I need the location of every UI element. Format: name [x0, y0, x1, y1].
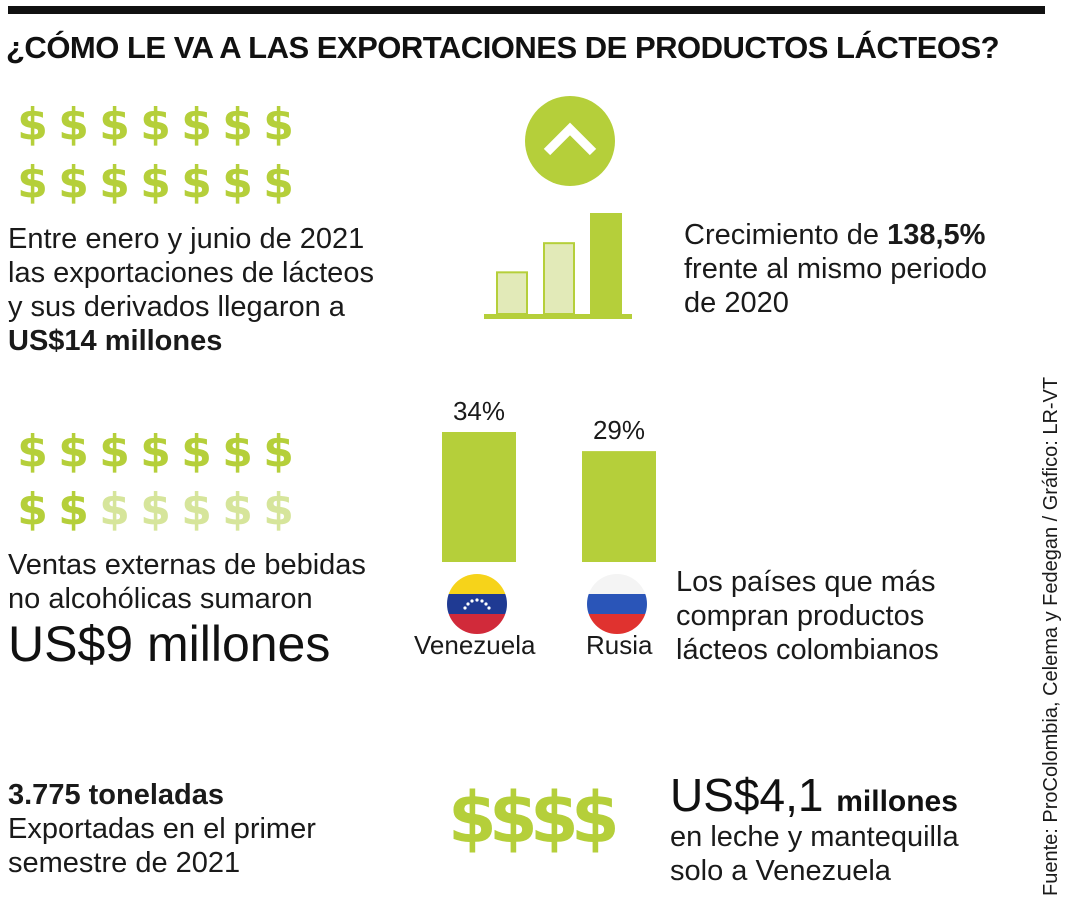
beverages-dollar-icon: $ — [17, 484, 48, 535]
bar-russia — [582, 451, 656, 562]
total-dollar-icon: $ — [17, 157, 48, 208]
beverages-value: US$9 millones — [8, 616, 331, 672]
total-dollar-icon: $ — [181, 157, 212, 208]
beverages-dollar-icon: $ — [222, 426, 253, 477]
total-exports-line-2: las exportaciones de lácteos — [8, 257, 374, 289]
venezuela-sales-line-1: en leche y mantequilla — [670, 821, 959, 853]
venezuela-sales-text: en leche y mantequilla solo a Venezuela — [670, 820, 1030, 888]
total-exports-line-1: Entre enero y junio de 2021 — [8, 223, 365, 255]
top-rule — [8, 6, 1045, 14]
page-title: ¿CÓMO LE VA A LAS EXPORTACIONES DE PRODU… — [6, 30, 1000, 65]
countries-line-3: lácteos colombianos — [676, 634, 939, 666]
tonnage-line-2: semestre de 2021 — [8, 847, 241, 879]
country-label-russia: Rusia — [586, 630, 653, 660]
value-label: 29% — [593, 415, 645, 445]
total-dollar-icon: $ — [99, 99, 130, 150]
growth-bar — [590, 213, 622, 315]
beverages-dollar-icon: $ — [222, 484, 253, 535]
growth-bar — [543, 242, 575, 316]
beverages-dollar-icon: $ — [99, 426, 130, 477]
beverages-line-1: Ventas externas de bebidas — [8, 549, 366, 581]
countries-text: Los países que más compran productos lác… — [676, 565, 1016, 667]
beverages-dollar-icon: $ — [181, 484, 212, 535]
beverages-dollar-icon: $ — [140, 426, 171, 477]
total-dollar-icon: $ — [140, 99, 171, 150]
large-dollar-icon: $ — [489, 777, 538, 859]
beverages-dollar-icon: $ — [17, 426, 48, 477]
beverages-dollar-icon: $ — [263, 484, 294, 535]
total-dollar-icon: $ — [140, 157, 171, 208]
growth-line-1-prefix: Crecimiento de — [684, 219, 888, 251]
growth-line-2: frente al mismo periodo — [684, 253, 988, 285]
total-dollar-icon: $ — [99, 157, 130, 208]
total-dollar-icon: $ — [181, 99, 212, 150]
tonnage-value: 3.775 toneladas — [8, 779, 224, 811]
tonnage-line-1: Exportadas en el primer — [8, 813, 316, 845]
growth-bar-chart — [484, 213, 632, 319]
total-exports-value: US$14 millones — [8, 325, 223, 357]
total-exports-text: Entre enero y junio de 2021 las exportac… — [8, 222, 428, 358]
dollar-group-large: $ $ $ $ — [448, 772, 628, 864]
country-bar-chart: 34% 29% — [442, 396, 656, 562]
total-dollar-icon: $ — [58, 99, 89, 150]
countries-line-2: compran productos — [676, 600, 925, 632]
beverages-dollar-icon: $ — [99, 484, 130, 535]
venezuela-flag-icon — [447, 574, 507, 634]
beverages-dollar-icon: $ — [58, 484, 89, 535]
venezuela-sales-value: US$4,1 millones — [670, 768, 958, 829]
total-dollar-icon: $ — [263, 99, 294, 150]
total-dollar-icon: $ — [222, 157, 253, 208]
beverages-dollar-icon: $ — [263, 426, 294, 477]
beverages-line-2: no alcohólicas sumaron — [8, 583, 313, 615]
dollar-grid-beverages: $ $ $ $ $ $ $ $ $ $ $ $ $ $ — [12, 423, 312, 539]
beverages-dollar-icon: $ — [140, 484, 171, 535]
total-exports-line-3: y sus derivados llegaron a — [8, 291, 345, 323]
growth-baseline — [484, 314, 632, 319]
large-dollar-icon: $ — [448, 777, 497, 859]
beverages-dollar-icon: $ — [58, 426, 89, 477]
dollar-grid-total: $ $ $ $ $ $ $ $ $ $ $ $ $ $ — [12, 96, 312, 212]
growth-value: 138,5% — [887, 219, 986, 251]
beverages-text: Ventas externas de bebidas no alcohólica… — [8, 548, 428, 616]
venezuela-sales-amount: US$4,1 — [670, 769, 824, 821]
venezuela-sales-unit: millones — [836, 785, 958, 818]
bar-venezuela — [442, 432, 516, 562]
russia-flag-icon — [587, 574, 647, 634]
beverages-dollar-icon: $ — [181, 426, 212, 477]
growth-indicator — [525, 96, 615, 186]
growth-bar — [496, 271, 528, 316]
countries-line-1: Los países que más — [676, 566, 936, 598]
source-credit: Fuente: ProColombia, Celema y Fedegan / … — [1040, 376, 1062, 896]
growth-text: Crecimiento de 138,5% frente al mismo pe… — [684, 218, 1064, 320]
venezuela-sales-line-2: solo a Venezuela — [670, 855, 891, 887]
large-dollar-icon: $ — [530, 777, 579, 859]
chevron-up-icon — [543, 122, 597, 156]
total-dollar-icon: $ — [58, 157, 89, 208]
growth-line-3: de 2020 — [684, 287, 789, 319]
country-label-venezuela: Venezuela — [414, 630, 536, 660]
total-dollar-icon: $ — [17, 99, 48, 150]
large-dollar-icon: $ — [571, 777, 620, 859]
total-dollar-icon: $ — [263, 157, 294, 208]
tonnage-text: 3.775 toneladas Exportadas en el primer … — [8, 778, 388, 880]
growth-line-1: Crecimiento de 138,5% — [684, 218, 1064, 252]
total-dollar-icon: $ — [222, 99, 253, 150]
up-arrow-circle — [525, 96, 615, 186]
value-label: 34% — [453, 396, 505, 426]
